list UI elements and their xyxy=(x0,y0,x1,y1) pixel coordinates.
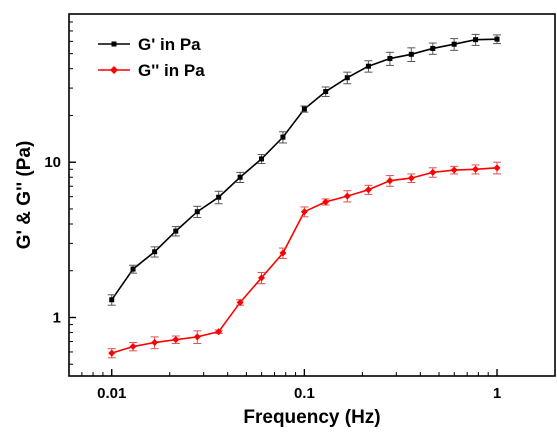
series-1 xyxy=(107,161,502,359)
data-point xyxy=(430,45,436,51)
y-tick-label: 10 xyxy=(44,154,61,171)
x-tick-label: 0.1 xyxy=(294,385,315,402)
series-0 xyxy=(107,33,502,306)
data-point xyxy=(279,249,287,257)
data-point xyxy=(472,165,480,173)
data-point xyxy=(301,106,307,112)
data-point xyxy=(451,41,457,47)
data-point xyxy=(343,192,351,200)
data-point xyxy=(364,186,372,194)
plot-frame xyxy=(68,13,556,377)
data-point xyxy=(493,164,501,172)
x-tick-label: 0.01 xyxy=(97,385,126,402)
data-point xyxy=(257,274,265,282)
data-point xyxy=(280,134,286,140)
data-point xyxy=(407,174,415,182)
data-point xyxy=(193,333,201,341)
data-point xyxy=(172,336,180,344)
x-axis-title: Frequency (Hz) xyxy=(243,407,380,428)
data-point xyxy=(344,75,350,81)
legend-label-g-double-prime: G'' in Pa xyxy=(138,61,205,80)
series-layer xyxy=(107,33,502,359)
data-point xyxy=(408,51,414,57)
data-point xyxy=(429,168,437,176)
data-point xyxy=(130,266,136,272)
legend-marker-g-double-prime xyxy=(110,66,118,74)
data-point xyxy=(323,89,329,95)
legend: G' in Pa G'' in Pa xyxy=(98,35,205,80)
y-tick-label: 1 xyxy=(53,309,61,326)
data-point xyxy=(151,339,159,347)
data-point xyxy=(215,328,223,336)
legend-label-g-prime: G' in Pa xyxy=(138,35,201,54)
data-point xyxy=(365,63,371,69)
data-point xyxy=(494,36,500,42)
data-point xyxy=(387,56,393,62)
data-point xyxy=(152,249,158,255)
y-axis-title: G' & G'' (Pa) xyxy=(14,141,35,250)
series-line xyxy=(111,167,498,354)
data-point xyxy=(173,228,179,234)
data-point xyxy=(129,343,137,351)
x-tick-label: 1 xyxy=(493,385,501,402)
data-point xyxy=(108,349,116,357)
data-point xyxy=(386,177,394,185)
data-point xyxy=(237,174,243,180)
data-point xyxy=(236,298,244,306)
data-point xyxy=(322,198,330,206)
data-point xyxy=(450,166,458,174)
data-point xyxy=(194,209,200,215)
data-point xyxy=(258,156,264,162)
legend-marker-g-prime xyxy=(111,41,117,47)
axis-ticks: 0.01 0.1 1 1 10 xyxy=(44,13,556,402)
data-point xyxy=(473,37,479,43)
data-point xyxy=(109,297,115,303)
data-point xyxy=(216,194,222,200)
data-point xyxy=(300,208,308,216)
